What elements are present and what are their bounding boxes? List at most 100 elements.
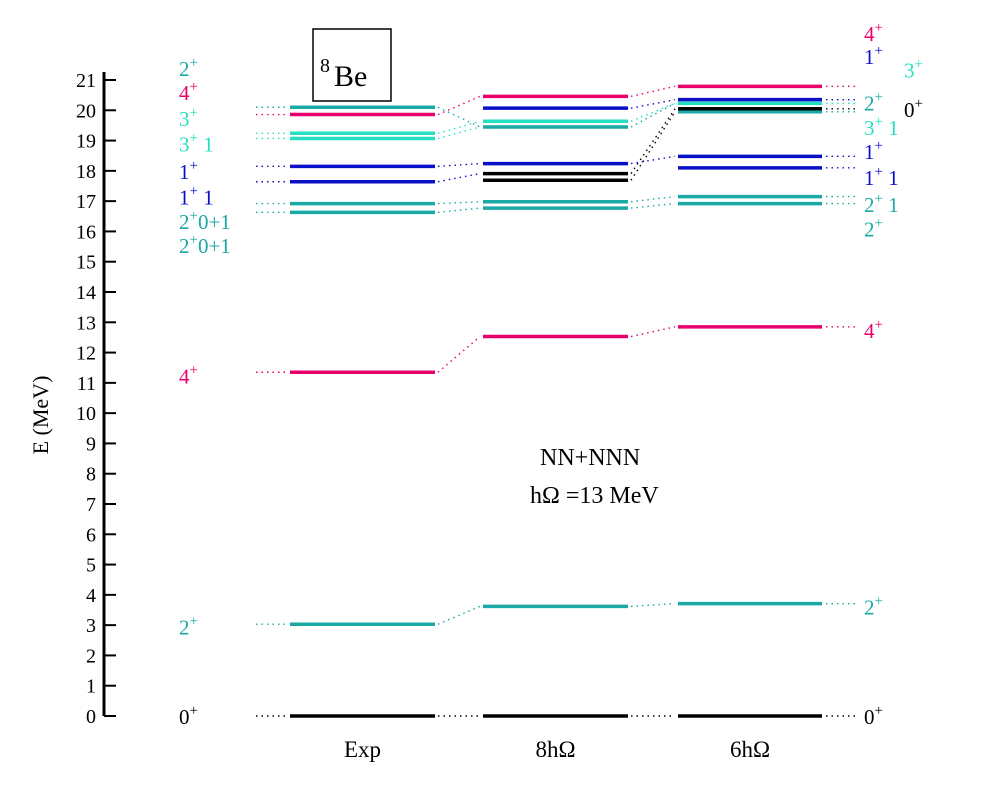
y-tick-label: 8 <box>86 464 96 486</box>
parity-sup: + <box>875 317 883 333</box>
spin-value: 1 <box>864 45 875 69</box>
y-tick-label: 10 <box>76 403 96 425</box>
left-level-label: 1+ <box>179 158 198 184</box>
level-connector <box>630 98 676 109</box>
spin-value: 2 <box>179 210 190 234</box>
spin-value: 0 <box>179 705 190 729</box>
level-connector <box>437 605 481 625</box>
level-connectors <box>256 85 858 717</box>
right-level-label: 2+ <box>864 90 883 116</box>
spin-value: 3 <box>904 58 915 82</box>
parity-sup: + <box>190 703 198 719</box>
parity-sup: + <box>875 114 883 130</box>
right-level-label: 4+ <box>864 20 883 46</box>
right-level-label: 0+ <box>864 703 883 729</box>
right-level-label: 2+ <box>864 593 883 619</box>
isospin-suffix: 0+1 <box>198 234 231 258</box>
nucleus-symbol: Be <box>334 60 367 93</box>
parity-sup: + <box>875 191 883 207</box>
spin-value: 2 <box>179 57 190 81</box>
spin-value: 1 <box>864 166 875 190</box>
y-tick-label: 14 <box>76 282 96 304</box>
parity-sup: + <box>190 614 198 630</box>
y-tick-label: 7 <box>86 494 96 516</box>
left-level-label: 2+0+1 <box>179 232 231 258</box>
parity-sup: + <box>190 362 198 378</box>
spin-value: 2 <box>864 193 875 217</box>
level-connector <box>437 335 481 373</box>
spin-value: 1 <box>179 160 190 184</box>
level-connector <box>630 202 676 209</box>
right-level-label: 0+ <box>904 96 923 122</box>
parity-sup: + <box>915 56 923 72</box>
y-tick-label: 5 <box>86 555 96 577</box>
level-connector <box>437 207 481 214</box>
level-connector <box>630 102 676 122</box>
left-level-label: 0+ <box>179 703 198 729</box>
y-tick-label: 9 <box>86 433 96 455</box>
level-connector <box>437 172 481 183</box>
right-level-label: 2+ 1 <box>864 191 899 217</box>
y-axis-label: E (MeV) <box>28 376 53 455</box>
y-tick-label: 17 <box>76 191 96 213</box>
spin-value: 2 <box>864 217 875 241</box>
parity-sup: + <box>875 703 883 719</box>
parity-sup: + <box>875 593 883 609</box>
y-tick-label: 19 <box>76 131 96 153</box>
parity-sup: + <box>190 105 198 121</box>
spin-value: 2 <box>179 234 190 258</box>
parity-sup: + <box>190 79 198 95</box>
spin-value: 3 <box>179 133 190 157</box>
left-level-label: 2+ <box>179 55 198 81</box>
nucleus-label: 8 Be <box>320 55 367 93</box>
spin-value: 3 <box>179 107 190 131</box>
spin-value: 0 <box>864 705 875 729</box>
spin-value: 2 <box>864 595 875 619</box>
column-label: 6hΩ <box>730 737 770 762</box>
y-tick-label: 16 <box>76 221 96 243</box>
y-tick-label: 4 <box>86 585 96 607</box>
y-tick-label: 21 <box>76 70 96 92</box>
parity-sup: + <box>875 90 883 106</box>
spin-value: 1 <box>864 140 875 164</box>
spin-value: 0 <box>904 98 915 122</box>
isospin-suffix: 1 <box>198 133 214 157</box>
spin-value: 4 <box>179 364 190 388</box>
level-labels: 0+2+4+2+0+12+0+11+ 11+3+ 13+4+2+0+2+4+2+… <box>179 20 923 729</box>
level-connector <box>630 85 676 98</box>
level-connector <box>630 326 676 338</box>
spin-value: 4 <box>864 319 875 343</box>
column-labels: Exp 8hΩ 6hΩ <box>344 737 770 762</box>
y-tick-label: 2 <box>86 645 96 667</box>
parity-sup: + <box>190 131 198 147</box>
level-connector <box>630 108 676 174</box>
spin-value: 2 <box>179 616 190 640</box>
level-connector <box>437 201 481 205</box>
y-tick-label: 15 <box>76 252 96 274</box>
parity-sup: + <box>190 208 198 224</box>
y-tick-label: 13 <box>76 312 96 334</box>
parity-sup: + <box>875 43 883 59</box>
parity-sup: + <box>190 232 198 248</box>
level-connector <box>437 95 481 116</box>
nucleus-mass: 8 <box>320 55 330 77</box>
parity-sup: + <box>875 138 883 154</box>
level-connector <box>437 126 481 140</box>
y-tick-label: 1 <box>86 676 96 698</box>
parity-sup: + <box>190 158 198 174</box>
parity-sup: + <box>915 96 923 112</box>
level-connector <box>437 120 481 134</box>
isospin-suffix: 1 <box>883 116 899 140</box>
column-label: 8hΩ <box>535 737 575 762</box>
y-tick-label: 18 <box>76 161 96 183</box>
y-tick-label: 12 <box>76 343 96 365</box>
isospin-suffix: 0+1 <box>198 210 231 234</box>
y-tick-label: 11 <box>77 373 96 395</box>
right-level-label: 1+ <box>864 43 883 69</box>
isospin-suffix: 1 <box>883 193 899 217</box>
annotation-hbar-omega: hΩ =13 MeV <box>530 483 659 509</box>
level-connector <box>630 602 676 608</box>
parity-sup: + <box>875 164 883 180</box>
